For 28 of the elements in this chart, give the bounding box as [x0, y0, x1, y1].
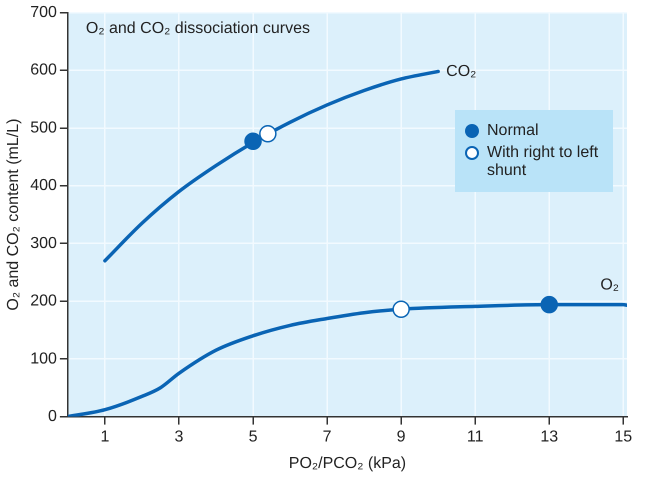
y-tick-label: 300: [30, 234, 57, 252]
point: [244, 132, 262, 150]
y-tick-label: 0: [48, 408, 57, 426]
y-tick-label: 600: [30, 62, 57, 79]
chart-title: O₂ and CO₂ dissociation curves: [86, 20, 310, 38]
legend-label: Normal: [487, 122, 539, 140]
x-tick-label: 7: [322, 428, 332, 446]
point: [392, 300, 410, 318]
point: [540, 296, 558, 314]
x-axis-title: PO₂/PCO₂ (kPa): [288, 454, 406, 472]
x-tick-label: 1: [100, 428, 110, 446]
y-tick-label: 500: [30, 119, 57, 136]
x-tick-label: 3: [174, 428, 184, 446]
y-tick-label: 200: [30, 292, 57, 310]
x-tick-label: 5: [248, 428, 258, 446]
point: [259, 125, 277, 143]
line-series: [103, 70, 440, 263]
x-tick-label: 15: [614, 428, 632, 446]
x-tick-label: 13: [540, 428, 558, 446]
y-axis-title: O₂ and CO₂ content (mL/L): [5, 118, 22, 311]
y-tick-label: 400: [30, 177, 57, 194]
x-tick-label: 11: [466, 428, 484, 446]
series-label: CO₂: [446, 62, 476, 80]
legend-label: With right to left shunt: [487, 144, 600, 180]
x-tick-label: 9: [396, 428, 406, 446]
y-tick-label: 700: [30, 4, 57, 22]
series-label: O₂: [600, 276, 619, 294]
y-tick-label: 100: [30, 350, 57, 368]
